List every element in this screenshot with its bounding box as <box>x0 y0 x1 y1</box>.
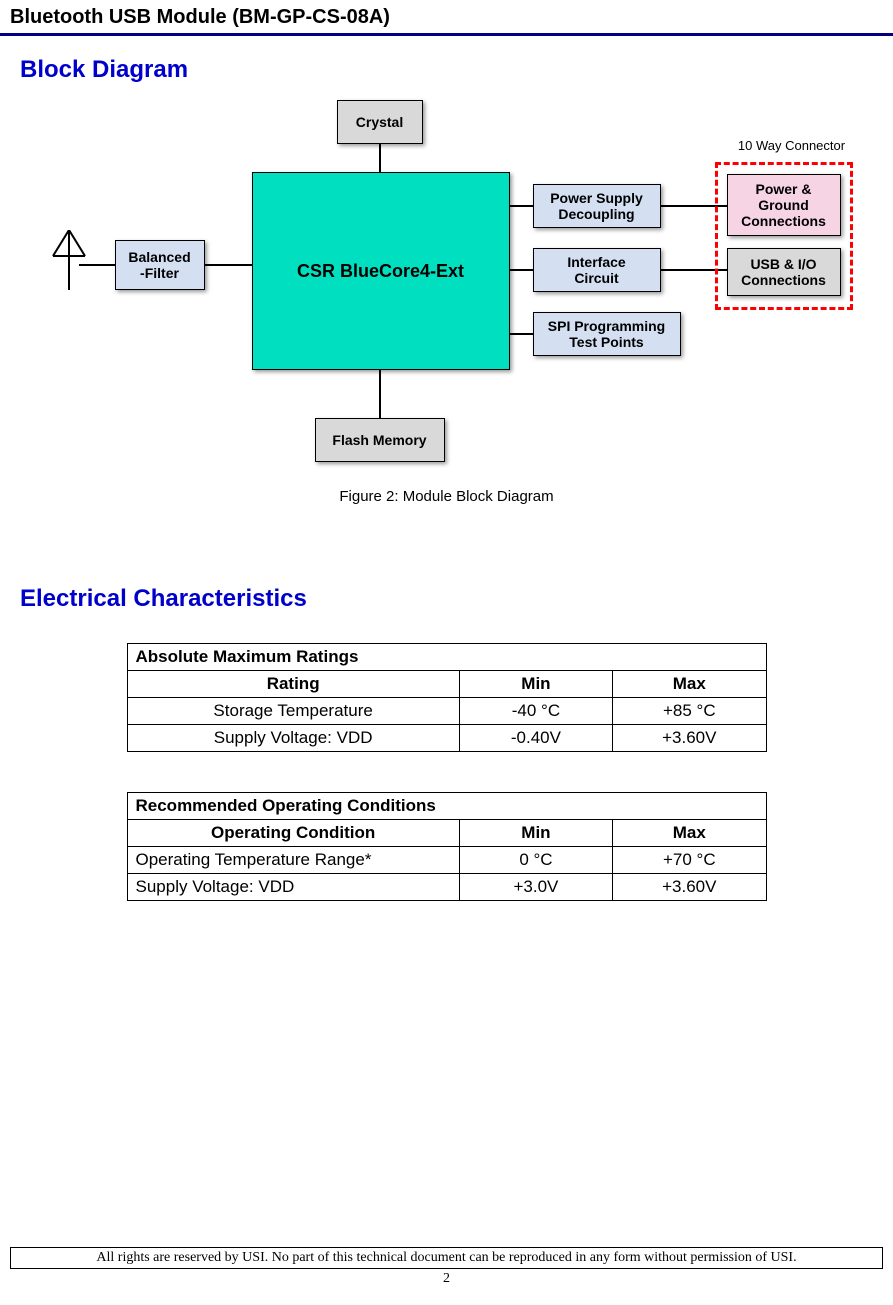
cell: +3.0V <box>459 874 612 901</box>
table-title: Recommended Operating Conditions <box>127 793 766 820</box>
cell: Storage Temperature <box>127 698 459 725</box>
figure-caption: Figure 2: Module Block Diagram <box>0 488 893 505</box>
block-crystal: Crystal <box>337 100 423 144</box>
block-balanced: Balanced-Filter <box>115 240 205 290</box>
col-header-max: Max <box>613 820 766 847</box>
section-title-electrical: Electrical Characteristics <box>20 585 893 613</box>
cell: -40 °C <box>459 698 612 725</box>
table-row: Storage Temperature -40 °C +85 °C <box>127 698 766 725</box>
col-header-condition: Operating Condition <box>127 820 459 847</box>
block-core: CSR BlueCore4-Ext <box>252 172 510 370</box>
document-header: Bluetooth USB Module (BM-GP-CS-08A) <box>0 0 893 36</box>
table-ratings: Absolute Maximum Ratings Rating Min Max … <box>127 643 767 752</box>
diagram-edge <box>510 269 533 271</box>
diagram-edge <box>205 264 252 266</box>
block-power_decouple: Power SupplyDecoupling <box>533 184 661 228</box>
antenna-icon <box>49 230 89 290</box>
block-flash: Flash Memory <box>315 418 445 462</box>
cell: Supply Voltage: VDD <box>127 725 459 752</box>
table-row: Supply Voltage: VDD +3.0V +3.60V <box>127 874 766 901</box>
diagram-edge <box>379 370 381 418</box>
table-row: Supply Voltage: VDD -0.40V +3.60V <box>127 725 766 752</box>
page-number: 2 <box>0 1271 893 1287</box>
cell: Operating Temperature Range* <box>127 847 459 874</box>
col-header-rating: Rating <box>127 671 459 698</box>
cell: +85 °C <box>613 698 766 725</box>
footer-text: All rights are reserved by USI. No part … <box>10 1247 883 1269</box>
block-diagram: 10 Way Connector CrystalBalanced-FilterC… <box>37 100 857 470</box>
col-header-min: Min <box>459 820 612 847</box>
tables-container: Absolute Maximum Ratings Rating Min Max … <box>127 643 767 901</box>
cell: -0.40V <box>459 725 612 752</box>
diagram-edge <box>79 264 115 266</box>
cell: Supply Voltage: VDD <box>127 874 459 901</box>
connector-label: 10 Way Connector <box>717 138 867 153</box>
diagram-edge <box>510 205 533 207</box>
table-operating: Recommended Operating Conditions Operati… <box>127 792 767 901</box>
col-header-max: Max <box>613 671 766 698</box>
table-title: Absolute Maximum Ratings <box>127 644 766 671</box>
page-footer: All rights are reserved by USI. No part … <box>0 1247 893 1287</box>
block-power_ground: Power &GroundConnections <box>727 174 841 236</box>
diagram-edge <box>510 333 533 335</box>
cell: +3.60V <box>613 725 766 752</box>
cell: +3.60V <box>613 874 766 901</box>
block-interface: InterfaceCircuit <box>533 248 661 292</box>
section-title-block-diagram: Block Diagram <box>20 56 893 84</box>
table-row: Operating Temperature Range* 0 °C +70 °C <box>127 847 766 874</box>
block-usb_io: USB & I/OConnections <box>727 248 841 296</box>
cell: +70 °C <box>613 847 766 874</box>
col-header-min: Min <box>459 671 612 698</box>
block-spi: SPI ProgrammingTest Points <box>533 312 681 356</box>
cell: 0 °C <box>459 847 612 874</box>
diagram-edge <box>379 144 381 172</box>
